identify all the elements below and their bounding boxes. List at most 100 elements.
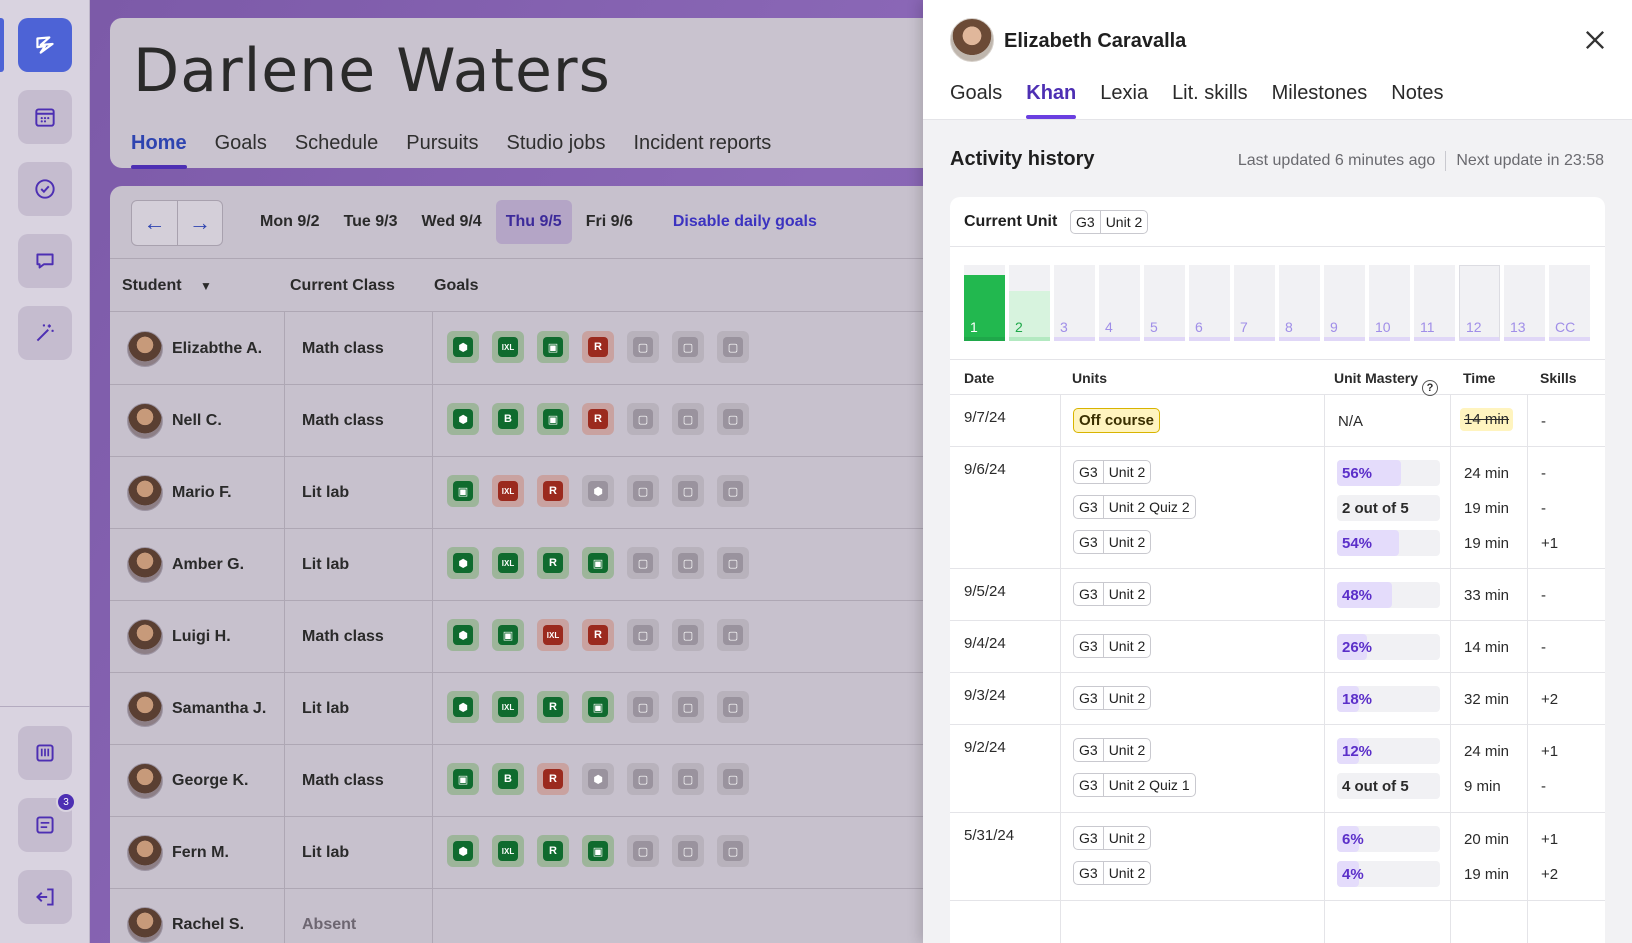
goal-placeholder-icon[interactable]: ▢	[627, 619, 659, 651]
reading-r-icon[interactable]: R	[582, 403, 614, 435]
unit-tag[interactable]: G3 Unit 2	[1073, 826, 1152, 850]
unit-tag[interactable]: G3 Unit 2	[1073, 738, 1152, 762]
unit-tag[interactable]: G3 Unit 2	[1073, 582, 1152, 606]
unit-tag[interactable]: G3 Unit 2	[1073, 861, 1152, 885]
goal-placeholder-icon[interactable]: ▢	[672, 475, 704, 507]
goal-placeholder-icon[interactable]: ▢	[627, 403, 659, 435]
unit-segment[interactable]: 7	[1234, 265, 1275, 341]
tab-notes[interactable]: Notes	[1391, 82, 1444, 104]
unit-segment[interactable]: 10	[1369, 265, 1410, 341]
b-goal-icon[interactable]: B	[492, 403, 524, 435]
reading-r-icon[interactable]: R	[537, 835, 569, 867]
goal-placeholder-icon[interactable]: ▢	[627, 547, 659, 579]
lexia-book-icon[interactable]: ▣	[582, 835, 614, 867]
unit-segment[interactable]: 12	[1459, 265, 1500, 341]
goal-placeholder-icon[interactable]: ▢	[627, 835, 659, 867]
unit-tag[interactable]: G3 Unit 2	[1073, 634, 1152, 658]
goal-placeholder-icon[interactable]: ▢	[672, 619, 704, 651]
ixl-icon[interactable]: IXL	[492, 835, 524, 867]
goal-placeholder-icon[interactable]: ▢	[717, 331, 749, 363]
nav-tab-studio-jobs[interactable]: Studio jobs	[506, 132, 606, 154]
reading-r-icon[interactable]: R	[537, 475, 569, 507]
tab-milestones[interactable]: Milestones	[1271, 82, 1368, 104]
unit-segment[interactable]: 4	[1099, 265, 1140, 341]
goal-placeholder-icon[interactable]: ▢	[672, 835, 704, 867]
tab-khan[interactable]: Khan	[1026, 82, 1077, 119]
day-tab[interactable]: Thu 9/5	[495, 200, 572, 244]
goal-placeholder-icon[interactable]: ▢	[672, 403, 704, 435]
goal-placeholder-icon[interactable]: ▢	[717, 691, 749, 723]
b-goal-icon[interactable]: B	[492, 763, 524, 795]
lexia-book-icon[interactable]: ▣	[537, 331, 569, 363]
goal-placeholder-icon[interactable]: ▢	[672, 691, 704, 723]
goal-placeholder-icon[interactable]: ▢	[672, 331, 704, 363]
table-row[interactable]: Luigi H. Math class ⬢ ▣ IXL R ▢ ▢ ▢	[110, 601, 940, 673]
reading-r-icon[interactable]: R	[537, 691, 569, 723]
nav-tab-goals[interactable]: Goals	[214, 132, 267, 154]
unit-segment[interactable]: 6	[1189, 265, 1230, 341]
help-icon[interactable]: ?	[1422, 380, 1439, 396]
calendar-button[interactable]	[18, 90, 72, 144]
table-row[interactable]: Amber G. Lit lab ⬢ IXL R ▣ ▢ ▢ ▢	[110, 529, 940, 601]
day-tab[interactable]: Fri 9/6	[585, 213, 633, 230]
goal-placeholder-icon[interactable]: ▢	[627, 475, 659, 507]
unit-tag[interactable]: G3 Unit 2 Quiz 2	[1073, 495, 1196, 519]
khan-hex-icon[interactable]: ⬢	[447, 547, 479, 579]
goal-placeholder-icon[interactable]: ▢	[717, 835, 749, 867]
day-tab[interactable]: Mon 9/2	[260, 213, 320, 230]
table-row[interactable]: Rachel S. Absent	[110, 889, 940, 943]
unit-tag[interactable]: G3 Unit 2	[1073, 530, 1152, 554]
reading-r-icon[interactable]: R	[582, 619, 614, 651]
goal-placeholder-icon[interactable]: ▢	[717, 403, 749, 435]
unit-segment[interactable]: 11	[1414, 265, 1455, 341]
table-row[interactable]: Nell C. Math class ⬢ B ▣ R ▢ ▢ ▢	[110, 385, 940, 457]
tasks-button[interactable]	[18, 162, 72, 216]
unit-tag[interactable]: G3 Unit 2	[1073, 686, 1152, 710]
unit-tag[interactable]: G3 Unit 2 Quiz 1	[1073, 773, 1196, 797]
table-row[interactable]: Samantha J. Lit lab ⬢ IXL R ▣ ▢ ▢ ▢	[110, 673, 940, 745]
tab-lexia[interactable]: Lexia	[1100, 82, 1149, 104]
goal-placeholder-icon[interactable]: ▢	[672, 547, 704, 579]
khan-hex-icon[interactable]: ⬢	[447, 403, 479, 435]
lexia-book-icon[interactable]: ▣	[492, 619, 524, 651]
nav-tab-schedule[interactable]: Schedule	[294, 132, 379, 154]
unit-segment[interactable]: 2	[1009, 265, 1050, 341]
nav-tab-home[interactable]: Home	[131, 132, 187, 169]
table-row[interactable]: Elizabthe A. Math class ⬢ IXL ▣ R ▢ ▢ ▢	[110, 313, 940, 385]
table-row[interactable]: George K. Math class ▣ B R ⬢ ▢ ▢ ▢	[110, 745, 940, 817]
tab-lit-skills[interactable]: Lit. skills	[1172, 82, 1248, 104]
goal-placeholder-icon[interactable]: ▢	[717, 619, 749, 651]
unit-segment[interactable]: 1	[964, 265, 1005, 341]
reading-r-icon[interactable]: R	[537, 547, 569, 579]
disable-daily-goals-link[interactable]: Disable daily goals	[672, 213, 817, 230]
khan-hex-icon[interactable]: ⬢	[447, 835, 479, 867]
ixl-icon[interactable]: IXL	[492, 475, 524, 507]
goal-placeholder-icon[interactable]: ▢	[627, 691, 659, 723]
magic-button[interactable]	[18, 306, 72, 360]
lexia-book-icon[interactable]: ▣	[582, 691, 614, 723]
nav-tab-pursuits[interactable]: Pursuits	[406, 132, 479, 154]
close-icon[interactable]	[1581, 26, 1609, 54]
app-logo-button[interactable]	[18, 18, 72, 72]
unit-segment[interactable]: 9	[1324, 265, 1365, 341]
notifications-button[interactable]: 3	[18, 792, 76, 852]
ixl-icon[interactable]: IXL	[492, 547, 524, 579]
table-row[interactable]: Mario F. Lit lab ▣ IXL R ⬢ ▢ ▢ ▢	[110, 457, 940, 529]
goal-placeholder-icon[interactable]: ▢	[717, 763, 749, 795]
goal-placeholder-icon[interactable]: ▢	[717, 475, 749, 507]
prev-week-button[interactable]: ←	[132, 201, 177, 245]
logout-button[interactable]	[18, 870, 72, 924]
day-tab[interactable]: Tue 9/3	[343, 213, 398, 230]
lexia-book-icon[interactable]: ▣	[582, 547, 614, 579]
unit-segment[interactable]: CC	[1549, 265, 1590, 341]
khan-hex-icon[interactable]: ⬢	[582, 475, 614, 507]
khan-hex-icon[interactable]: ⬢	[582, 763, 614, 795]
goal-placeholder-icon[interactable]: ▢	[627, 331, 659, 363]
nav-tab-incident-reports[interactable]: Incident reports	[633, 132, 772, 154]
unit-tag[interactable]: G3 Unit 2	[1073, 460, 1152, 484]
khan-hex-icon[interactable]: ⬢	[447, 691, 479, 723]
lexia-book-icon[interactable]: ▣	[447, 475, 479, 507]
table-row[interactable]: Fern M. Lit lab ⬢ IXL R ▣ ▢ ▢ ▢	[110, 817, 940, 889]
day-tab[interactable]: Wed 9/4	[421, 213, 482, 230]
unit-segment[interactable]: 5	[1144, 265, 1185, 341]
